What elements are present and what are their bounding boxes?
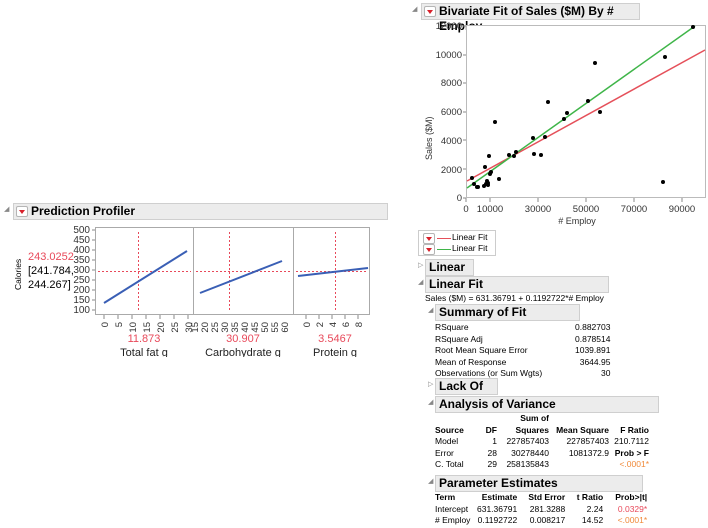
svg-text:250: 250 xyxy=(73,275,90,286)
linear-fit-collapsed-header[interactable]: Linear Fit xyxy=(425,259,474,289)
disclosure-open-icon[interactable]: ◢ xyxy=(428,478,434,485)
red-triangle-menu-icon[interactable] xyxy=(424,6,436,17)
y-axis-label: Sales ($M) xyxy=(424,116,434,160)
svg-text:55: 55 xyxy=(270,322,281,333)
factor-value-protein: 3.5467 xyxy=(318,333,352,345)
svg-text:25: 25 xyxy=(170,322,181,333)
svg-text:0: 0 xyxy=(457,193,462,204)
svg-text:8: 8 xyxy=(354,322,365,327)
svg-text:100: 100 xyxy=(73,305,90,316)
disclosure-closed-icon[interactable]: ▷ xyxy=(418,262,424,269)
svg-text:25: 25 xyxy=(210,322,221,333)
svg-text:2: 2 xyxy=(315,322,326,327)
svg-text:8000: 8000 xyxy=(441,78,462,89)
disclosure-open-icon[interactable]: ◢ xyxy=(418,279,424,286)
svg-text:20: 20 xyxy=(156,322,167,333)
red-triangle-menu-icon[interactable] xyxy=(423,244,435,255)
svg-text:150: 150 xyxy=(73,295,90,306)
svg-text:0: 0 xyxy=(100,322,111,327)
y-axis: 500 450 400 350 300 250 200 150 100 xyxy=(73,225,90,316)
scatter-points xyxy=(470,25,695,189)
disclosure-closed-icon[interactable]: ▷ xyxy=(428,381,434,388)
profiler-header[interactable]: Prediction Profiler xyxy=(13,203,388,220)
factor-name-protein: Protein g xyxy=(313,347,357,357)
svg-text:15: 15 xyxy=(190,322,201,333)
svg-text:50: 50 xyxy=(260,322,271,333)
response-value: 243.0252 xyxy=(28,251,74,263)
green-fit-line xyxy=(466,25,696,189)
ci-high: 244.267] xyxy=(28,279,71,291)
section-title: Parameter Estimates xyxy=(439,476,558,490)
svg-text:60: 60 xyxy=(280,322,291,333)
linear-fit-header[interactable]: Linear Fit xyxy=(425,276,609,293)
svg-text:6000: 6000 xyxy=(441,107,462,118)
section-title: Linear Fit xyxy=(429,277,484,291)
factor-value-fat: 11.873 xyxy=(128,333,161,345)
svg-text:10000: 10000 xyxy=(477,204,503,215)
fit-equation: Sales ($M) = 631.36791 + 0.1192722*# Emp… xyxy=(425,293,604,303)
svg-text:12000: 12000 xyxy=(436,21,462,32)
response-label: Calories xyxy=(13,258,23,290)
svg-text:30000: 30000 xyxy=(525,204,551,215)
svg-text:400: 400 xyxy=(73,245,90,256)
svg-text:5: 5 xyxy=(114,322,125,327)
red-triangle-menu-icon[interactable] xyxy=(423,233,435,244)
summary-of-fit-header[interactable]: Summary of Fit xyxy=(435,304,580,321)
anova-header[interactable]: Analysis of Variance xyxy=(435,396,659,413)
svg-text:40: 40 xyxy=(240,322,251,333)
svg-text:35: 35 xyxy=(230,322,241,333)
profiler-plot: 500 450 400 350 300 250 200 150 100 xyxy=(73,225,370,357)
summary-table: RSquare 0.882703 RSquare Adj 0.878514 Root… xyxy=(435,322,611,378)
fit-legend: Linear Fit Linear Fit xyxy=(418,230,496,256)
disclosure-open-icon[interactable]: ◢ xyxy=(4,206,10,213)
svg-text:200: 200 xyxy=(73,285,90,296)
svg-text:2000: 2000 xyxy=(441,165,462,176)
svg-text:0: 0 xyxy=(302,322,313,327)
svg-text:30: 30 xyxy=(220,322,231,333)
svg-text:450: 450 xyxy=(73,235,90,246)
lack-of-fit-header[interactable]: Lack Of Fit xyxy=(435,378,498,408)
scatter-plot: Sales ($M) 12000 10000 8000 6000 4000 20… xyxy=(424,21,706,226)
disclosure-open-icon[interactable]: ◢ xyxy=(428,307,434,314)
svg-text:6: 6 xyxy=(341,322,352,327)
svg-text:15: 15 xyxy=(142,322,153,333)
section-title: Analysis of Variance xyxy=(439,397,556,411)
factor-name-carb: Carbohydrate g xyxy=(205,347,281,357)
svg-text:4: 4 xyxy=(328,322,339,327)
ci-low: [241.784, xyxy=(28,265,74,277)
svg-text:30: 30 xyxy=(184,322,195,333)
svg-text:45: 45 xyxy=(250,322,261,333)
disclosure-open-icon[interactable]: ◢ xyxy=(412,6,418,13)
red-line-swatch xyxy=(437,238,451,239)
svg-text:10000: 10000 xyxy=(436,50,462,61)
red-triangle-menu-icon[interactable] xyxy=(16,206,28,217)
svg-text:350: 350 xyxy=(73,255,90,266)
svg-text:50000: 50000 xyxy=(573,204,599,215)
svg-text:70000: 70000 xyxy=(621,204,647,215)
bivariate-header[interactable]: Bivariate Fit of Sales ($M) By # Employ xyxy=(421,3,640,33)
disclosure-open-icon[interactable]: ◢ xyxy=(428,399,434,406)
svg-text:300: 300 xyxy=(73,265,90,276)
anova-table: Sum of Source DF Squares Mean Square F Ratio… xyxy=(435,413,649,469)
svg-text:0: 0 xyxy=(463,204,468,215)
svg-text:90000: 90000 xyxy=(669,204,695,215)
svg-text:500: 500 xyxy=(73,225,90,236)
section-title: Summary of Fit xyxy=(439,305,527,319)
factor-name-fat: Total fat g xyxy=(120,347,168,357)
profiler-title: Prediction Profiler xyxy=(31,204,136,218)
green-line-swatch xyxy=(437,249,451,250)
param-estimates-header[interactable]: Parameter Estimates xyxy=(435,475,643,492)
svg-text:20: 20 xyxy=(200,322,211,333)
params-table: Term Estimate Std Error t Ratio Prob>|t| Int… xyxy=(435,492,648,525)
legend-label: Linear Fit xyxy=(452,232,488,242)
svg-text:10: 10 xyxy=(128,322,139,333)
factor-value-carb: 30.907 xyxy=(226,333,260,345)
svg-text:4000: 4000 xyxy=(441,136,462,147)
x-axis-label: # Employ xyxy=(558,216,596,226)
legend-label: Linear Fit xyxy=(452,243,488,253)
